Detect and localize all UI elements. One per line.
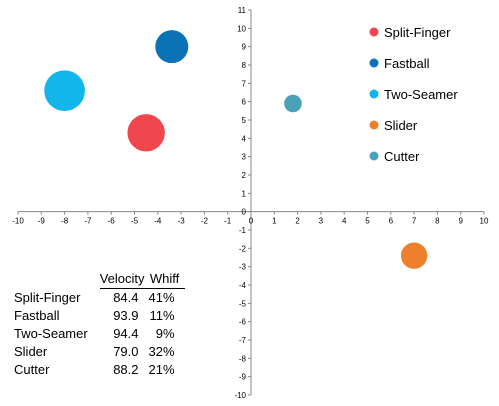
x-tick-label: 1: [272, 217, 277, 226]
bubble-point: [400, 242, 428, 269]
y-tick-label: 9: [242, 43, 247, 52]
x-tick-label: -2: [201, 217, 209, 226]
y-tick-label: 11: [238, 6, 247, 15]
y-tick-label: 5: [242, 116, 247, 125]
x-tick-label: 2: [295, 217, 300, 226]
bubble-point: [284, 94, 302, 113]
y-tick-label: 3: [242, 153, 247, 162]
stats-table: Velocity Whiff Split-Finger 84.4 41% Fas…: [14, 270, 185, 379]
x-tick-label: -3: [178, 217, 186, 226]
stats-header-whiff: Whiff: [148, 270, 185, 289]
pitch-name: Cutter: [14, 362, 50, 377]
x-tick-label: 9: [458, 217, 463, 226]
x-tick-label: -9: [38, 217, 46, 226]
y-tick-label: -2: [239, 244, 247, 253]
y-tick-label: -7: [239, 336, 247, 345]
table-row: Two-Seamer 94.4 9%: [14, 325, 185, 343]
bubble-point: [127, 114, 165, 152]
legend-marker: [369, 27, 379, 37]
velocity-value: 79.0: [113, 344, 139, 359]
stats-header-blank: [14, 270, 100, 289]
y-tick-label: 2: [242, 171, 247, 180]
legend-marker: [369, 151, 379, 161]
legend-entry: Fastball: [384, 56, 430, 71]
x-tick-label: -5: [131, 217, 139, 226]
x-tick-label: 10: [480, 217, 489, 226]
legend-marker: [369, 58, 379, 68]
legend-marker: [369, 89, 379, 99]
legend-entry: Slider: [384, 118, 418, 133]
legend-entry: Cutter: [384, 149, 420, 164]
y-tick-label: -6: [239, 318, 247, 327]
x-tick-label: 8: [435, 217, 440, 226]
whiff-value: 21%: [148, 362, 175, 377]
y-tick-label: 1: [242, 189, 247, 198]
pitch-name: Split-Finger: [14, 289, 81, 305]
legend-entry: Two-Seamer: [384, 87, 458, 102]
pitch-name: Two-Seamer: [14, 326, 88, 341]
x-tick-label: 7: [412, 217, 417, 226]
x-tick-label: -7: [84, 217, 92, 226]
y-tick-label: -1: [239, 226, 247, 235]
table-row: Fastball 93.9 11%: [14, 307, 185, 325]
y-tick-label: -4: [239, 281, 247, 290]
y-tick-label: 8: [242, 61, 247, 70]
x-tick-label: -1: [224, 217, 232, 226]
legend: Split-Finger Fastball Two-Seamer Slider Cutt…: [369, 25, 458, 164]
legend-entry: Split-Finger: [384, 25, 451, 40]
bubble-point: [155, 30, 189, 64]
x-tick-label: 5: [365, 217, 370, 226]
y-tick-label: 4: [242, 134, 247, 143]
stats-header-velocity: Velocity: [99, 270, 149, 289]
y-tick-label: 0: [242, 208, 247, 217]
x-tick-label: -4: [154, 217, 162, 226]
y-tick-label: -8: [239, 354, 247, 363]
x-tick-label: -6: [108, 217, 116, 226]
y-tick-label: 10: [237, 24, 246, 33]
stats-header-row: Velocity Whiff: [14, 270, 185, 289]
table-row: Slider 79.0 32%: [14, 343, 185, 361]
whiff-value: 32%: [148, 344, 175, 359]
y-tick-label: -10: [234, 391, 246, 400]
table-row: Cutter 88.2 21%: [14, 361, 185, 379]
legend-marker: [369, 120, 379, 130]
whiff-value: 9%: [155, 326, 175, 341]
y-tick-label: -3: [239, 263, 247, 272]
table-row: Split-Finger 84.4 41%: [14, 289, 185, 308]
y-tick-label: -5: [239, 299, 247, 308]
y-tick-label: 6: [242, 98, 247, 107]
bubble-point: [44, 70, 85, 112]
velocity-value: 94.4: [113, 326, 139, 341]
x-tick-label: -8: [61, 217, 69, 226]
velocity-value: 88.2: [113, 362, 139, 377]
whiff-value: 11%: [149, 308, 175, 323]
bubbles: [44, 30, 428, 269]
x-tick-label: 6: [389, 217, 394, 226]
velocity-value: 93.9: [113, 308, 139, 323]
x-tick-label: 3: [319, 217, 324, 226]
x-tick-label: -10: [12, 217, 24, 226]
whiff-value: 41%: [148, 290, 175, 305]
x-tick-label: 0: [249, 217, 254, 226]
pitch-name: Slider: [14, 344, 48, 359]
y-tick-label: -9: [239, 373, 247, 382]
velocity-value: 84.4: [113, 290, 139, 305]
axes: -10 -9 -8 -7 -6 -5 -4 -3 -2 -1 0 1 2 3 4 5 6 7 8 9 10-10-9-8…: [12, 6, 489, 400]
pitch-name: Fastball: [14, 308, 60, 323]
x-tick-label: 4: [342, 217, 347, 226]
y-tick-label: 7: [242, 79, 247, 88]
